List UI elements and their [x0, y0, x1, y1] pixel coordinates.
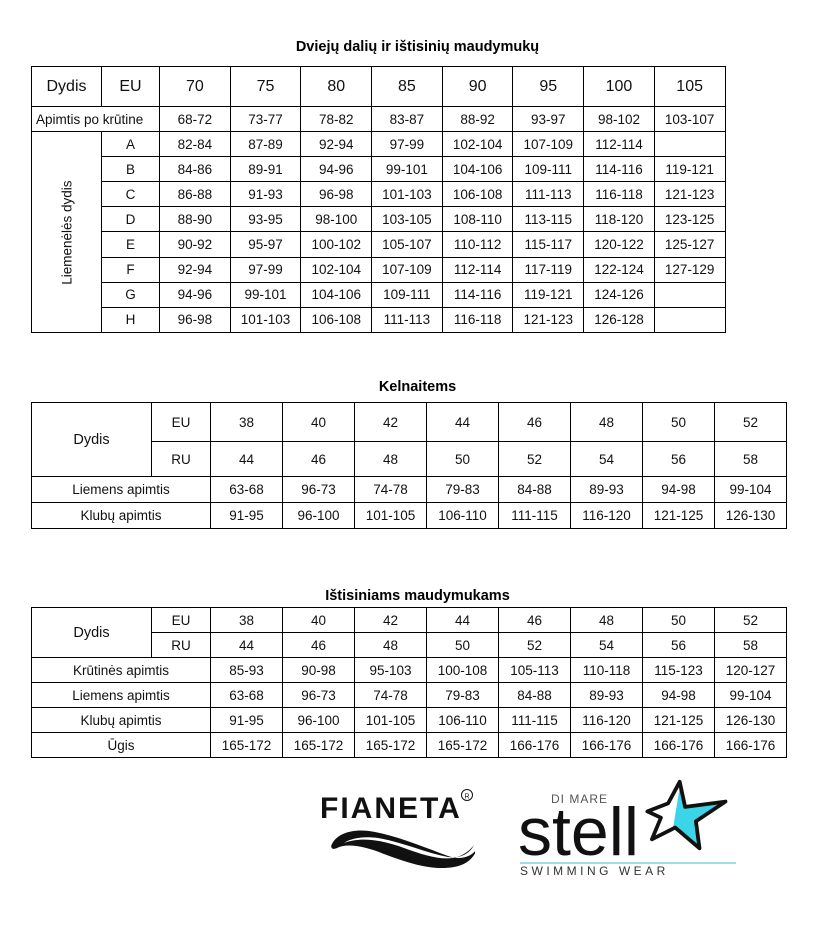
svg-text:DI MARE: DI MARE	[551, 792, 608, 806]
svg-text:FIANETA: FIANETA	[320, 792, 462, 825]
svg-text:SWIMMING WEAR: SWIMMING WEAR	[520, 864, 669, 878]
svg-text:R: R	[464, 793, 469, 800]
